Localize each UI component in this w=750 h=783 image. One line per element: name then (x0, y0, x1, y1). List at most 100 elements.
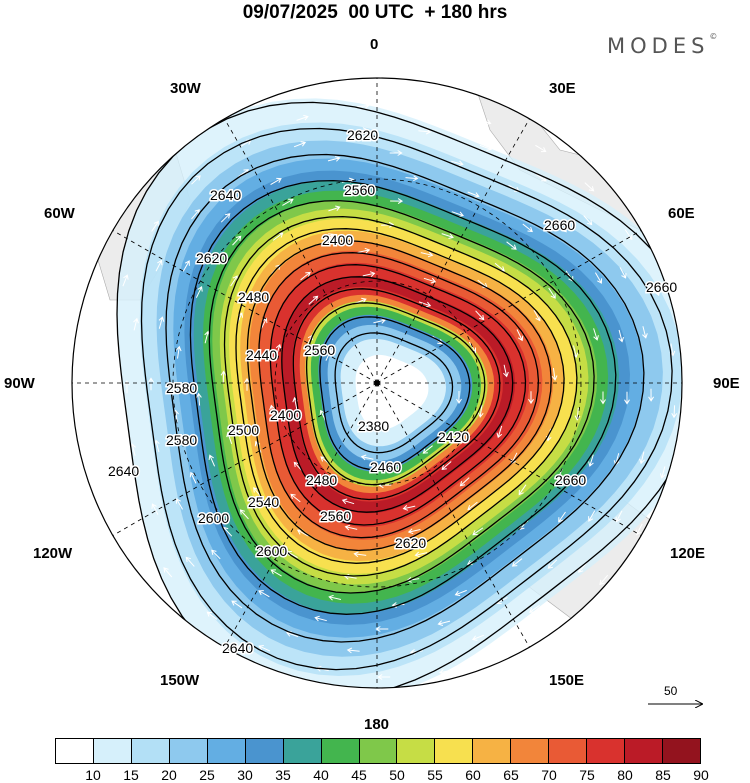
wind-vector (659, 466, 666, 479)
wind-vector (420, 251, 434, 258)
wind-vector (296, 114, 309, 121)
wind-vector (533, 309, 541, 322)
colorbar-swatch (359, 739, 398, 763)
wind-vector (615, 510, 623, 523)
wind-vector (148, 377, 154, 391)
wind-vector (321, 233, 334, 240)
wind-vector (344, 524, 358, 531)
wind-vector (108, 456, 115, 469)
meridian (376, 382, 642, 536)
wind-vector (282, 198, 294, 206)
wind-vector (639, 451, 645, 465)
colorbar-tick-label: 90 (693, 767, 709, 783)
contour-label: 2540 (248, 494, 279, 510)
wind-vector (471, 634, 485, 641)
contour-label: 2480 (306, 472, 337, 488)
wind-vector (418, 301, 432, 308)
wind-vector (373, 318, 387, 324)
wind-vector (293, 141, 307, 148)
colorbar-swatch (283, 739, 322, 763)
wind-vector (496, 425, 503, 439)
wind-speed-fill (117, 98, 682, 688)
wind-vector (355, 127, 369, 133)
contour-label: 2640 (108, 463, 139, 479)
lon-label-60e: 60E (668, 205, 695, 222)
height-contour (269, 264, 527, 526)
colorbar-swatch (207, 739, 246, 763)
wind-vector (122, 274, 129, 287)
height-contour (246, 240, 552, 552)
wind-vector (402, 505, 416, 511)
wind-vector (624, 391, 630, 405)
wind-vector (418, 128, 432, 135)
height-contour (281, 276, 514, 513)
wind-vector (130, 514, 138, 527)
wind-vector (535, 173, 547, 182)
contour-label: 2660 (544, 217, 575, 233)
wind-vector (511, 558, 523, 567)
wind-vector (239, 509, 249, 520)
wind-vector (574, 407, 581, 421)
wind-vector (191, 209, 200, 220)
wind-vector (360, 454, 374, 461)
pole-marker (374, 380, 380, 386)
wind-vector (648, 388, 655, 402)
contour-label: 2640 (210, 187, 241, 203)
wind-vector (438, 669, 452, 675)
contour-label: 2420 (438, 429, 469, 445)
wind-vector (588, 454, 594, 467)
wind-vector (270, 177, 282, 186)
colorbar-swatch (93, 739, 132, 763)
contour-label: 2620 (395, 535, 426, 551)
wind-vector (506, 241, 517, 250)
wind-vector (441, 461, 452, 471)
contour-label: 2380 (358, 418, 389, 434)
height-contour (116, 101, 682, 688)
wind-vector (389, 150, 403, 156)
colorbar-swatch (663, 739, 700, 763)
wind-vector (558, 511, 566, 523)
wind-vector (477, 404, 484, 418)
wind-vector (618, 329, 624, 343)
contour-label: 2560 (304, 342, 335, 358)
lon-label-150w: 150W (160, 672, 200, 689)
wind-vector (327, 156, 341, 162)
wind-vector (548, 287, 556, 299)
height-contours (116, 101, 682, 688)
wind-vector (472, 527, 484, 536)
map-boundary (71, 77, 683, 689)
wind-scale-label: 50 (664, 684, 678, 698)
contour-label: 2620 (347, 127, 378, 143)
wind-vector (535, 144, 547, 153)
wind-vector (175, 498, 184, 510)
wind-vector (270, 569, 282, 577)
wind-vector (133, 317, 139, 331)
wind-vector (456, 391, 462, 404)
wind-vector (269, 404, 275, 418)
wind-vector (196, 392, 202, 406)
wind-vector (437, 620, 451, 626)
colorbar-swatch (587, 739, 626, 763)
wind-vector (211, 549, 221, 560)
wind-vector (635, 523, 643, 536)
height-contour (189, 179, 617, 615)
lon-label-120e: 120E (670, 545, 706, 562)
wind-vector (158, 316, 165, 329)
meridian (224, 382, 378, 648)
copyright-mark: © (709, 32, 718, 41)
wind-vector (557, 222, 567, 233)
wind-vector (346, 647, 360, 654)
wind-vector (454, 589, 467, 597)
contour-label: 2620 (196, 250, 227, 266)
wind-vector (272, 232, 284, 241)
wind-vector (498, 649, 511, 657)
wind-vector (593, 328, 599, 341)
colorbar-tick-label: 10 (85, 767, 101, 783)
colorbar-swatch (549, 739, 588, 763)
colorbar-swatch (397, 739, 436, 763)
wind-vector (405, 175, 419, 182)
wind-vectors (100, 102, 678, 680)
contour-label: 2660 (555, 472, 586, 488)
wind-vector (226, 431, 233, 444)
colorbar-tick-label: 45 (351, 767, 367, 783)
